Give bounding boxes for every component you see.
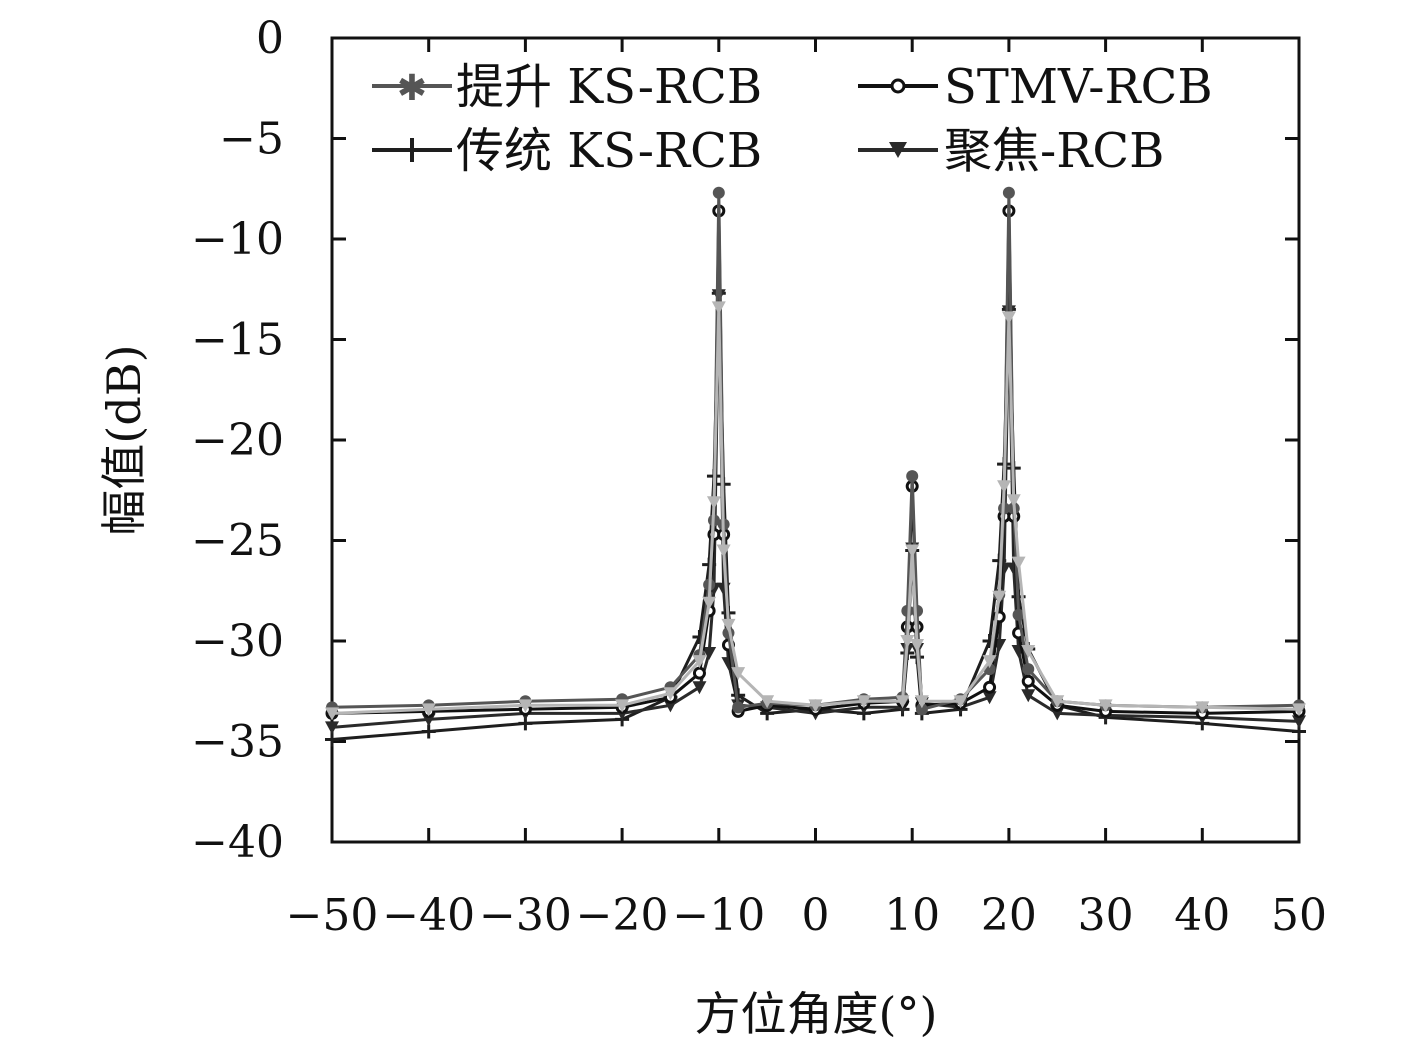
data-point xyxy=(905,544,920,558)
data-point xyxy=(663,687,678,701)
data-point xyxy=(1292,703,1306,717)
data-point xyxy=(421,724,436,739)
data-point xyxy=(731,667,746,681)
legend-item-3: 聚焦-RCB xyxy=(858,123,1164,179)
data-point xyxy=(518,699,533,713)
data-point xyxy=(1021,689,1036,703)
legend-label-1: STMV-RCB xyxy=(944,59,1213,115)
data-point xyxy=(692,666,706,680)
data-point xyxy=(1098,699,1113,713)
data-point xyxy=(910,639,925,653)
series-line xyxy=(331,305,1300,715)
x-tick-label: −50 xyxy=(286,890,379,941)
data-point xyxy=(732,701,745,714)
series-1 xyxy=(325,204,1306,720)
data-point xyxy=(692,655,707,669)
data-point xyxy=(1006,494,1021,508)
data-point xyxy=(702,596,717,610)
x-tick-label: −20 xyxy=(576,890,669,941)
data-point xyxy=(721,618,736,632)
y-tick-label: 0 xyxy=(256,13,284,64)
data-point xyxy=(915,703,928,716)
data-point xyxy=(1001,311,1016,325)
x-axis-label: 方位角度(°) xyxy=(695,987,938,1041)
series-layer xyxy=(325,186,1306,747)
data-point xyxy=(895,695,910,709)
data-point xyxy=(992,590,1007,604)
series-line xyxy=(331,293,1300,729)
legend: ✱ 提升 KS-RCB STMV-RCB 传统 KS-RCB 聚焦-RCB xyxy=(372,59,1213,179)
data-point xyxy=(1050,695,1065,709)
y-tick-label: −35 xyxy=(191,717,284,768)
data-point xyxy=(1002,186,1015,199)
data-point xyxy=(982,691,997,705)
data-point xyxy=(1195,701,1210,715)
data-point xyxy=(1292,715,1306,729)
data-point xyxy=(325,732,339,747)
data-point xyxy=(421,703,436,717)
series-line xyxy=(331,291,1300,741)
data-point xyxy=(953,695,968,709)
data-point xyxy=(856,695,871,709)
x-tick-label: 0 xyxy=(802,890,830,941)
x-tick-label: −10 xyxy=(672,890,765,941)
legend-item-2: 传统 KS-RCB xyxy=(372,123,762,179)
data-point xyxy=(911,604,924,617)
data-point xyxy=(1021,674,1035,688)
legend-label-2: 传统 KS-RCB xyxy=(456,123,762,179)
data-point xyxy=(716,544,731,558)
data-point xyxy=(706,496,721,510)
data-point xyxy=(760,695,775,709)
data-point xyxy=(711,301,726,315)
x-tick-label: −40 xyxy=(382,890,475,941)
x-tick-label: 40 xyxy=(1174,890,1230,941)
data-point xyxy=(997,480,1012,494)
data-point xyxy=(982,655,997,669)
y-tick-label: −25 xyxy=(191,516,284,567)
legend-triangle-icon xyxy=(889,142,907,158)
y-axis-label: 幅值(dB) xyxy=(97,344,151,535)
y-tick-label: −20 xyxy=(191,415,284,466)
data-point xyxy=(906,470,919,483)
x-tick-label: 20 xyxy=(981,890,1037,941)
data-point xyxy=(1021,645,1036,659)
y-tick-label: −30 xyxy=(191,616,284,667)
legend-item-1: STMV-RCB xyxy=(858,59,1213,115)
series-line xyxy=(331,191,1300,711)
series-3 xyxy=(325,289,1306,735)
legend-label-0: 提升 KS-RCB xyxy=(456,59,762,115)
legend-star-icon: ✱ xyxy=(397,68,427,109)
series-4 xyxy=(325,301,1306,721)
x-tick-label: 50 xyxy=(1271,890,1327,941)
series-line xyxy=(331,209,1300,715)
data-point xyxy=(808,699,823,713)
x-tick-label: 10 xyxy=(884,890,940,941)
data-point xyxy=(712,186,725,199)
x-tick-label: 30 xyxy=(1078,890,1134,941)
data-point xyxy=(1012,608,1025,621)
y-tick-label: −10 xyxy=(191,214,284,265)
data-point xyxy=(325,721,339,735)
data-point xyxy=(914,695,929,709)
legend-item-0: ✱ 提升 KS-RCB xyxy=(372,59,762,115)
series-0 xyxy=(326,186,1305,716)
x-tick-label: −30 xyxy=(479,890,572,941)
data-point xyxy=(1022,663,1035,676)
series-2 xyxy=(325,286,1306,747)
y-tick-label: −40 xyxy=(191,817,284,868)
data-point xyxy=(325,707,339,721)
axis-ticks: −50 −40 −30 −20 −10 0 10 20 30 40 500−5−10−15−20−2… xyxy=(191,13,1327,941)
data-point xyxy=(702,647,717,661)
y-tick-label: −15 xyxy=(191,315,284,366)
data-point xyxy=(692,681,707,695)
legend-circle-icon xyxy=(890,78,906,94)
data-point xyxy=(615,699,630,713)
data-point xyxy=(983,680,997,694)
data-point xyxy=(900,635,915,648)
y-tick-label: −5 xyxy=(219,114,284,165)
legend-label-3: 聚焦-RCB xyxy=(944,123,1164,179)
data-point xyxy=(1011,556,1026,570)
